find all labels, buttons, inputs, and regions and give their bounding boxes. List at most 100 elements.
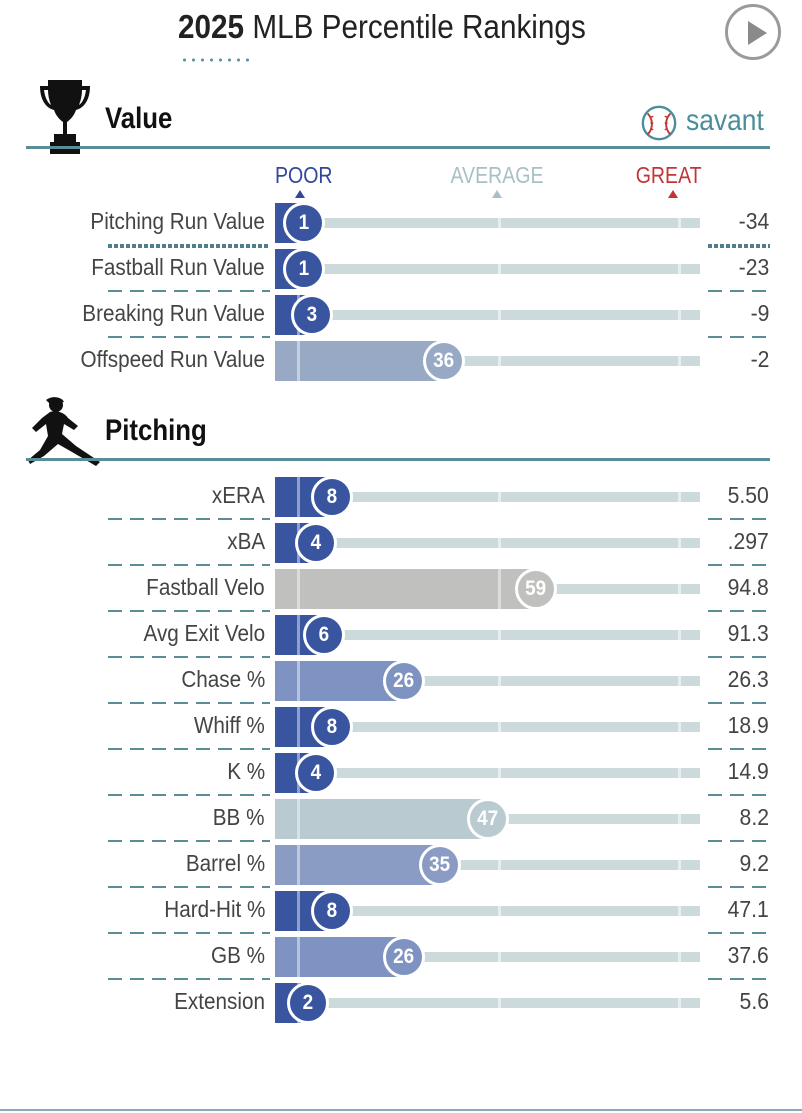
percentile-track (275, 722, 700, 732)
row-divider-right (708, 518, 770, 520)
percentile-track (275, 310, 700, 320)
percentile-number: 36 (433, 349, 455, 372)
percentile-badge[interactable]: 36 (423, 340, 465, 382)
percentile-badge[interactable]: 3 (291, 294, 333, 336)
percentile-track (275, 676, 700, 686)
percentile-badge[interactable]: 6 (303, 614, 345, 656)
row-divider-right (708, 336, 770, 338)
metric-label: Pitching Run Value (90, 208, 265, 234)
percentile-number: 1 (298, 211, 310, 234)
play-button[interactable] (725, 4, 781, 60)
row-divider-right (708, 702, 770, 704)
page-title: 2025 MLB Percentile Rankings (178, 8, 586, 52)
metric-label: Chase % (181, 666, 265, 692)
track-tick (678, 310, 681, 320)
percentile-number: 4 (310, 531, 322, 554)
track-tick (498, 630, 501, 640)
percentile-badge[interactable]: 47 (467, 798, 509, 840)
fill-marker (297, 661, 300, 701)
row-divider-left (108, 656, 270, 658)
metric-label: Fastball Velo (146, 574, 265, 600)
track-tick (678, 814, 681, 824)
track-tick (498, 492, 501, 502)
percentile-number: 8 (326, 715, 338, 738)
metric-value: 18.9 (727, 712, 769, 738)
fill-marker (297, 845, 300, 885)
track-tick (678, 538, 681, 548)
percentile-number: 1 (298, 257, 310, 280)
percentile-badge[interactable]: 26 (383, 936, 425, 978)
metric-value: 5.6 (739, 988, 769, 1014)
fill-marker (297, 707, 300, 747)
percentile-fill (275, 341, 444, 381)
percentile-badge[interactable]: 8 (311, 476, 353, 518)
track-tick (498, 356, 501, 366)
track-tick (498, 538, 501, 548)
metric-label: Avg Exit Velo (143, 620, 265, 646)
percentile-badge[interactable]: 8 (311, 706, 353, 748)
percentile-number: 35 (429, 853, 451, 876)
row-divider-right (708, 610, 770, 612)
track-tick (678, 218, 681, 228)
track-tick (678, 722, 681, 732)
row-divider-right (708, 656, 770, 658)
percentile-badge[interactable]: 35 (419, 844, 461, 886)
fill-marker (297, 937, 300, 977)
play-icon (748, 21, 767, 45)
metric-value: 8.2 (739, 804, 769, 830)
percentile-badge[interactable]: 59 (515, 568, 557, 610)
row-divider-right (708, 748, 770, 750)
percentile-badge[interactable]: 2 (287, 982, 329, 1024)
percentile-badge[interactable]: 1 (283, 248, 325, 290)
metric-label: GB % (210, 942, 265, 968)
row-divider-right (708, 794, 770, 796)
metric-label: Extension (174, 988, 265, 1014)
percentile-track (275, 768, 700, 778)
metric-label: xBA (227, 528, 265, 554)
track-tick (498, 264, 501, 274)
percentile-track (275, 538, 700, 548)
percentile-badge[interactable]: 8 (311, 890, 353, 932)
metric-label: Whiff % (194, 712, 265, 738)
track-tick (678, 860, 681, 870)
percentile-number: 47 (477, 807, 499, 830)
percentile-number: 59 (525, 577, 547, 600)
percentile-badge[interactable]: 26 (383, 660, 425, 702)
percentile-fill (275, 661, 404, 701)
fill-marker (297, 799, 300, 839)
title-text: MLB Percentile Rankings (252, 8, 586, 45)
fill-marker (297, 477, 300, 517)
scale-great-label: GREAT (635, 162, 702, 188)
row-divider-left (108, 840, 270, 842)
pitcher-icon (28, 397, 100, 466)
average-arrow-icon (492, 190, 502, 198)
section-title-value: Value (105, 102, 173, 135)
percentile-fill (275, 845, 440, 885)
percentile-badge[interactable]: 1 (283, 202, 325, 244)
title-dots (180, 58, 252, 62)
metric-label: Offspeed Run Value (80, 346, 265, 372)
track-tick (498, 998, 501, 1008)
row-divider-right (708, 932, 770, 934)
metric-label: K % (227, 758, 265, 784)
percentile-badge[interactable]: 4 (295, 522, 337, 564)
savant-brand: savant (686, 104, 764, 137)
metric-label: Barrel % (185, 850, 265, 876)
percentile-track (275, 860, 700, 870)
percentile-number: 26 (393, 669, 415, 692)
fill-marker (297, 569, 300, 609)
percentile-number: 4 (310, 761, 322, 784)
percentile-badge[interactable]: 4 (295, 752, 337, 794)
row-divider-left (108, 748, 270, 750)
savant-logo-icon (641, 105, 677, 141)
fill-marker (297, 341, 300, 381)
track-tick (678, 998, 681, 1008)
metric-label: xERA (212, 482, 265, 508)
row-divider-right (708, 564, 770, 566)
track-tick (498, 676, 501, 686)
metric-value: -2 (750, 346, 769, 372)
track-tick (678, 492, 681, 502)
track-tick (678, 768, 681, 778)
poor-arrow-icon (295, 190, 305, 198)
scale-average-label: AVERAGE (450, 162, 544, 188)
